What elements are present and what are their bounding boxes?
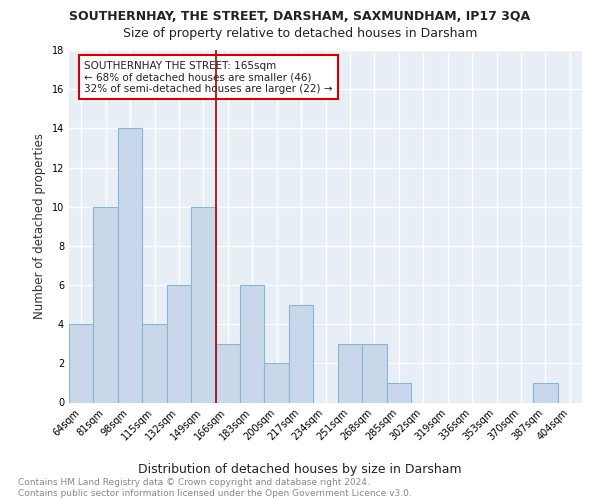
- Bar: [289, 304, 313, 402]
- Text: SOUTHERNHAY, THE STREET, DARSHAM, SAXMUNDHAM, IP17 3QA: SOUTHERNHAY, THE STREET, DARSHAM, SAXMUN…: [70, 10, 530, 23]
- Bar: [265, 364, 289, 403]
- Bar: [191, 206, 215, 402]
- Bar: [69, 324, 94, 402]
- Bar: [240, 285, 265, 403]
- Bar: [167, 285, 191, 403]
- Text: Distribution of detached houses by size in Darsham: Distribution of detached houses by size …: [138, 462, 462, 475]
- Bar: [118, 128, 142, 402]
- Text: Size of property relative to detached houses in Darsham: Size of property relative to detached ho…: [123, 28, 477, 40]
- Y-axis label: Number of detached properties: Number of detached properties: [33, 133, 46, 320]
- Bar: [338, 344, 362, 403]
- Text: SOUTHERNHAY THE STREET: 165sqm
← 68% of detached houses are smaller (46)
32% of : SOUTHERNHAY THE STREET: 165sqm ← 68% of …: [85, 60, 333, 94]
- Text: Contains HM Land Registry data © Crown copyright and database right 2024.
Contai: Contains HM Land Registry data © Crown c…: [18, 478, 412, 498]
- Bar: [215, 344, 240, 403]
- Bar: [533, 383, 557, 402]
- Bar: [94, 206, 118, 402]
- Bar: [386, 383, 411, 402]
- Bar: [362, 344, 386, 403]
- Bar: [142, 324, 167, 402]
